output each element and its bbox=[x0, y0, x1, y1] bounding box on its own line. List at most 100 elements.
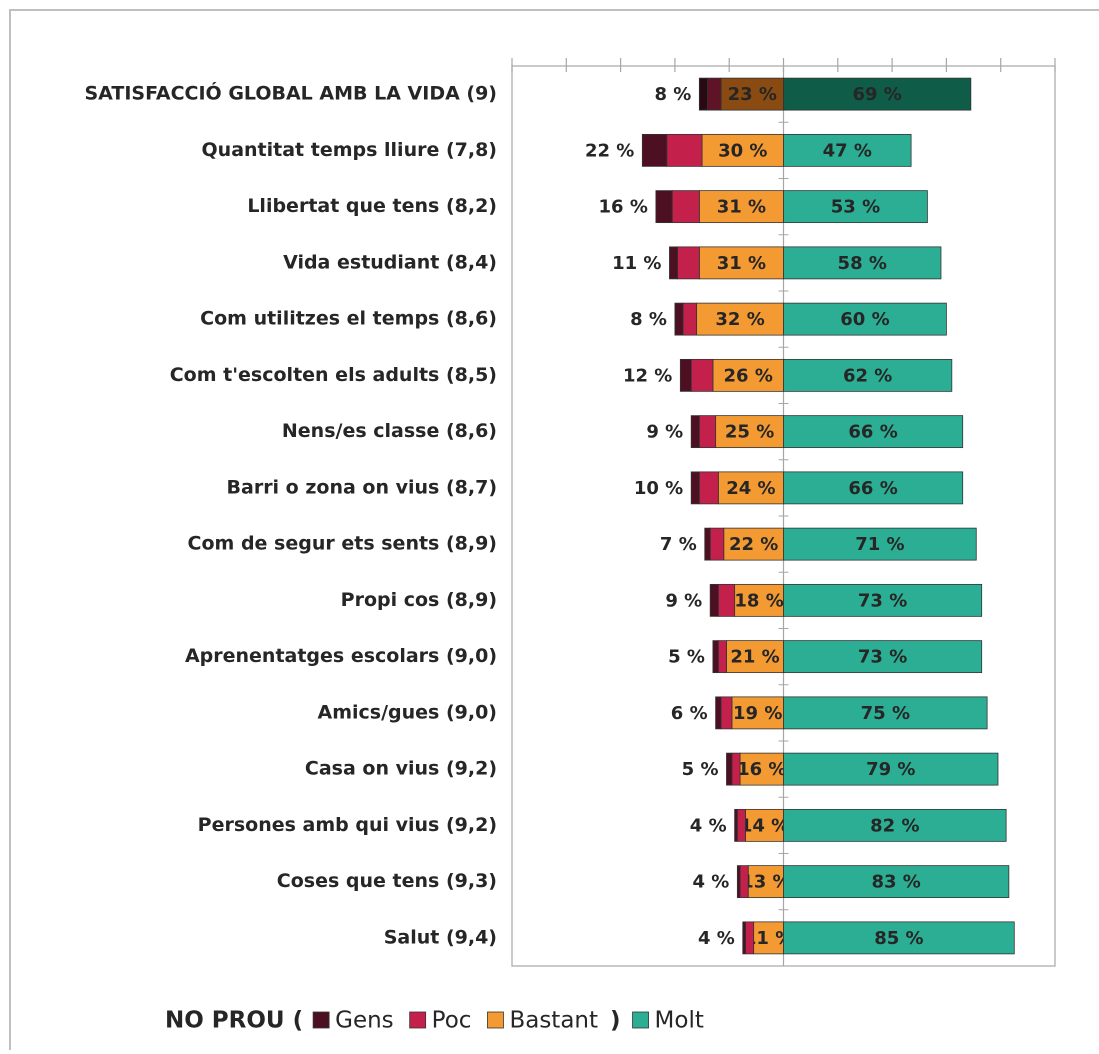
bar-segment bbox=[783, 527, 977, 561]
bar-segment bbox=[709, 583, 719, 617]
no-prou-label: 12 % bbox=[623, 365, 672, 386]
value-label: 14 % bbox=[740, 815, 789, 836]
value-label: 85 % bbox=[874, 928, 923, 949]
bar-segment bbox=[783, 77, 972, 111]
category-label: Llibertat que tens (8,2) bbox=[247, 195, 497, 217]
value-label: 60 % bbox=[840, 309, 889, 330]
value-label: 79 % bbox=[866, 759, 915, 780]
value-label: 11 % bbox=[744, 928, 793, 949]
legend-swatch bbox=[632, 1011, 649, 1029]
bar-segment bbox=[682, 302, 698, 336]
bar-segment bbox=[720, 77, 784, 111]
bar-segment bbox=[739, 752, 784, 786]
legend-close: ) bbox=[610, 1008, 621, 1034]
bar-segment bbox=[736, 865, 741, 899]
category-label: Persones amb qui vius (9,2) bbox=[198, 814, 497, 836]
value-label: 66 % bbox=[848, 478, 897, 499]
value-label: 71 % bbox=[855, 534, 904, 555]
category-label: Amics/gues (9,0) bbox=[318, 701, 498, 723]
value-label: 24 % bbox=[726, 478, 775, 499]
bar-segment bbox=[669, 246, 679, 280]
value-label: 73 % bbox=[858, 647, 907, 668]
bar-segment bbox=[720, 696, 733, 730]
legend-label: Poc bbox=[432, 1008, 472, 1034]
bar-segment bbox=[753, 921, 784, 955]
legend-swatch bbox=[487, 1011, 504, 1029]
bar-segment bbox=[701, 133, 784, 167]
value-label: 23 % bbox=[728, 84, 777, 105]
bar-segment bbox=[698, 471, 719, 505]
bar-segment bbox=[679, 358, 692, 392]
value-label: 73 % bbox=[858, 590, 907, 611]
value-label: 26 % bbox=[724, 365, 773, 386]
no-prou-label: 22 % bbox=[585, 140, 634, 161]
no-prou-label: 9 % bbox=[646, 422, 683, 443]
value-label: 83 % bbox=[871, 872, 920, 893]
bar-segment bbox=[707, 77, 722, 111]
category-label: Barri o zona on vius (8,7) bbox=[227, 476, 497, 498]
value-label: 62 % bbox=[843, 365, 892, 386]
bar-segment bbox=[783, 865, 1010, 899]
value-label: 13 % bbox=[741, 872, 790, 893]
no-prou-label: 4 % bbox=[690, 815, 727, 836]
bar-segment bbox=[745, 921, 755, 955]
value-label: 47 % bbox=[823, 140, 872, 161]
legend-swatch bbox=[409, 1011, 427, 1029]
bar-segment bbox=[704, 527, 711, 561]
value-label: 18 % bbox=[734, 590, 783, 611]
bar-segment bbox=[726, 640, 784, 674]
category-label: Com t'escolten els adults (8,5) bbox=[170, 364, 497, 386]
category-label: Propi cos (8,9) bbox=[341, 589, 497, 611]
value-label: 19 % bbox=[733, 703, 782, 724]
bar-segment bbox=[783, 415, 964, 449]
legend-label: Gens bbox=[335, 1008, 394, 1034]
no-prou-label: 7 % bbox=[660, 534, 697, 555]
bar-segment bbox=[783, 808, 1007, 842]
bar-segment bbox=[641, 133, 668, 167]
bar-segment bbox=[783, 471, 964, 505]
bar-segment bbox=[731, 752, 741, 786]
category-label: Casa on vius (9,2) bbox=[305, 758, 497, 780]
bar-segment bbox=[783, 302, 947, 336]
bar-segment bbox=[783, 246, 942, 280]
value-label: 31 % bbox=[717, 197, 766, 218]
category-label: Aprenentatges escolars (9,0) bbox=[185, 645, 497, 667]
category-label: SATISFACCIÓ GLOBAL AMB LA VIDA (9) bbox=[84, 81, 497, 105]
value-label: 31 % bbox=[717, 253, 766, 274]
bar-segment bbox=[717, 471, 784, 505]
value-label: 58 % bbox=[838, 253, 887, 274]
bar-segment bbox=[715, 696, 722, 730]
no-prou-label: 4 % bbox=[698, 928, 735, 949]
legend-label: Molt bbox=[655, 1008, 704, 1034]
bar-segment bbox=[739, 865, 749, 899]
bar-segment bbox=[698, 415, 717, 449]
category-label: Vida estudiant (8,4) bbox=[283, 251, 497, 273]
no-prou-label: 6 % bbox=[671, 703, 708, 724]
bar-segment bbox=[677, 246, 700, 280]
bar-segment bbox=[742, 921, 746, 955]
no-prou-label: 10 % bbox=[634, 478, 683, 499]
bar-segment bbox=[783, 358, 953, 392]
value-label: 53 % bbox=[831, 197, 880, 218]
category-label: Coses que tens (9,3) bbox=[277, 870, 497, 892]
bar-segment bbox=[726, 752, 733, 786]
value-label: 30 % bbox=[718, 140, 767, 161]
no-prou-label: 11 % bbox=[612, 253, 661, 274]
bar-segment bbox=[736, 808, 746, 842]
bar-segment bbox=[674, 302, 684, 336]
bar-segment bbox=[783, 696, 988, 730]
category-label: Com utilitzes el temps (8,6) bbox=[200, 308, 497, 330]
no-prou-label: 4 % bbox=[693, 872, 730, 893]
value-label: 22 % bbox=[729, 534, 778, 555]
bar-segment bbox=[655, 190, 673, 224]
bar-segment bbox=[698, 190, 784, 224]
value-label: 21 % bbox=[730, 647, 779, 668]
value-label: 75 % bbox=[861, 703, 910, 724]
bar-segment bbox=[717, 640, 727, 674]
bar-segment bbox=[698, 246, 784, 280]
legend-prefix: NO PROU ( bbox=[165, 1008, 303, 1034]
bar-segment bbox=[690, 415, 700, 449]
value-label: 69 % bbox=[852, 84, 901, 105]
bar-segment bbox=[783, 921, 1015, 955]
